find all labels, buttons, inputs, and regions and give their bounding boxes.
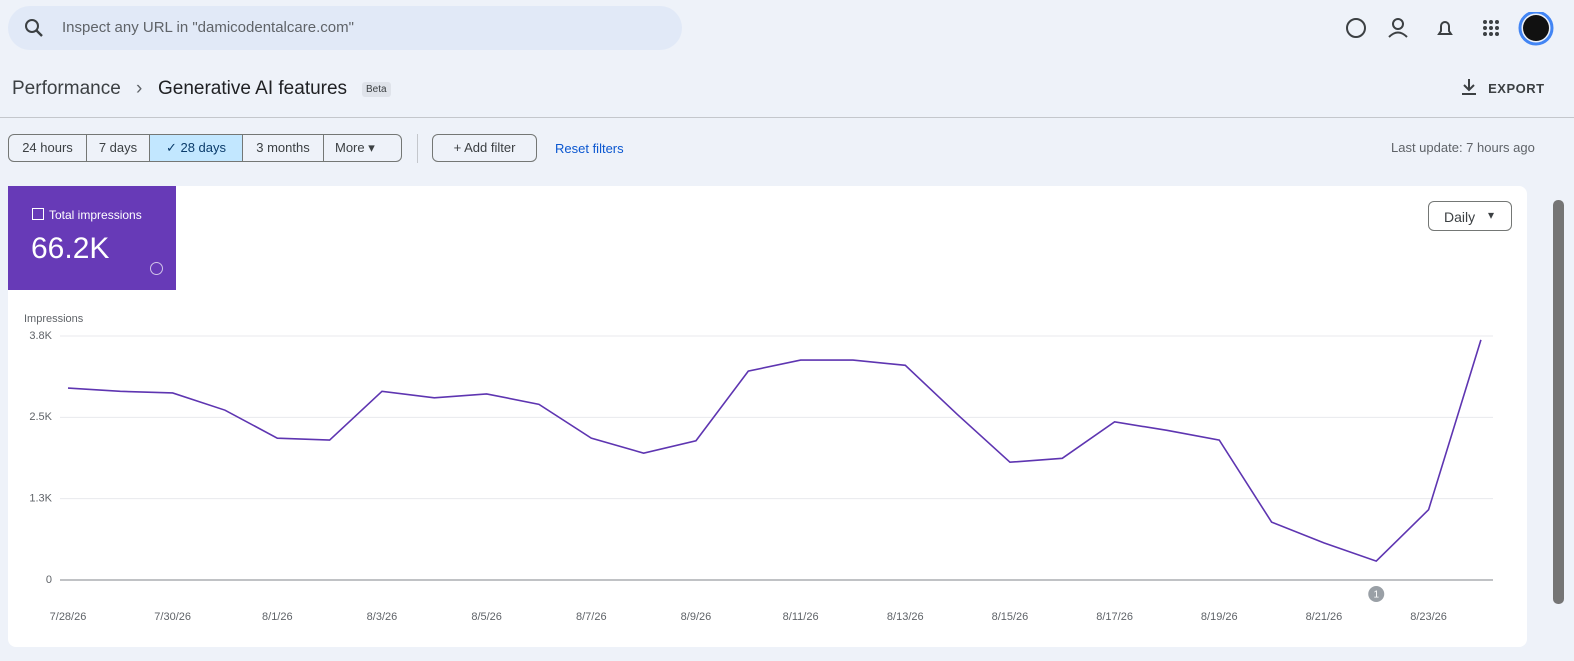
range-button[interactable]: 3 months bbox=[242, 134, 324, 162]
separator bbox=[417, 134, 418, 163]
x-tick-label: 8/21/26 bbox=[1306, 611, 1343, 623]
help-icon[interactable] bbox=[150, 262, 163, 275]
checkbox[interactable] bbox=[32, 208, 44, 220]
scrollbar[interactable] bbox=[1553, 200, 1564, 604]
search-box[interactable]: Inspect any URL in "damicodentalcare.com… bbox=[8, 6, 682, 50]
reset-filters[interactable]: Reset filters bbox=[555, 141, 624, 156]
add-filter-label: Add filter bbox=[464, 140, 516, 155]
chart-card bbox=[8, 186, 1527, 647]
granularity-dropdown[interactable]: Daily ▾ bbox=[1428, 201, 1512, 231]
export-label: EXPORT bbox=[1488, 81, 1545, 96]
x-tick-label: 8/23/26 bbox=[1410, 611, 1447, 623]
divider bbox=[0, 117, 1574, 118]
range-button[interactable]: 24 hours bbox=[8, 134, 87, 162]
series-line bbox=[67, 339, 1482, 563]
y-tick-label: 1.3K bbox=[29, 493, 52, 505]
toolbar-icons[interactable] bbox=[1340, 12, 1570, 46]
annotation-label: 1 bbox=[1373, 590, 1379, 601]
y-tick-label: 0 bbox=[46, 574, 52, 586]
metric-label: Total impressions bbox=[49, 208, 142, 222]
metric-value: 66.2K bbox=[31, 232, 110, 265]
breadcrumb-separator: › bbox=[136, 78, 143, 99]
y-tick-label: 3.8K bbox=[29, 330, 52, 342]
y-axis-label: Impressions bbox=[24, 313, 84, 325]
range-label: 3 months bbox=[256, 140, 310, 155]
x-tick-label: 8/11/26 bbox=[783, 611, 819, 623]
range-label: 24 hours bbox=[22, 140, 73, 155]
x-tick-label: 8/17/26 bbox=[1096, 611, 1133, 623]
x-tick-label: 8/19/26 bbox=[1201, 611, 1238, 623]
dropdown-arrow: ▾ bbox=[1488, 208, 1495, 222]
x-tick-label: 8/5/26 bbox=[471, 611, 502, 623]
range-label: 28 days bbox=[180, 140, 227, 155]
more-button[interactable]: More ▾ bbox=[323, 134, 402, 162]
last-update: Last update: 7 hours ago bbox=[1391, 140, 1535, 155]
range-label: 7 days bbox=[98, 140, 138, 155]
x-tick-label: 8/15/26 bbox=[992, 611, 1029, 623]
y-tick-label: 2.5K bbox=[29, 411, 52, 423]
x-tick-label: 7/30/26 bbox=[154, 611, 191, 623]
more-label: More bbox=[335, 140, 365, 155]
export-icon bbox=[1462, 79, 1476, 95]
x-tick-label: 8/9/26 bbox=[681, 611, 712, 623]
breadcrumb-parent[interactable]: Performance bbox=[12, 78, 121, 99]
x-tick-label: 8/1/26 bbox=[262, 611, 293, 623]
annotation-marker bbox=[1368, 586, 1385, 602]
add-filter-button[interactable]: + Add filter bbox=[432, 134, 537, 162]
granularity-label: Daily bbox=[1444, 209, 1476, 225]
x-tick-label: 8/13/26 bbox=[887, 611, 924, 623]
breadcrumb-current: Generative AI features bbox=[158, 78, 348, 99]
range-button[interactable]: ✓ 28 days bbox=[149, 134, 243, 162]
metric-card[interactable]: Total impressions 66.2K bbox=[8, 186, 176, 290]
beta-badge: Beta bbox=[362, 82, 391, 97]
export-button[interactable]: EXPORT bbox=[1460, 78, 1545, 96]
x-tick-label: 7/28/26 bbox=[50, 611, 87, 623]
x-tick-label: 8/3/26 bbox=[367, 611, 398, 623]
search-icon bbox=[25, 19, 43, 37]
search-placeholder: Inspect any URL in "damicodentalcare.com… bbox=[62, 19, 354, 36]
x-tick-label: 8/7/26 bbox=[576, 611, 607, 623]
